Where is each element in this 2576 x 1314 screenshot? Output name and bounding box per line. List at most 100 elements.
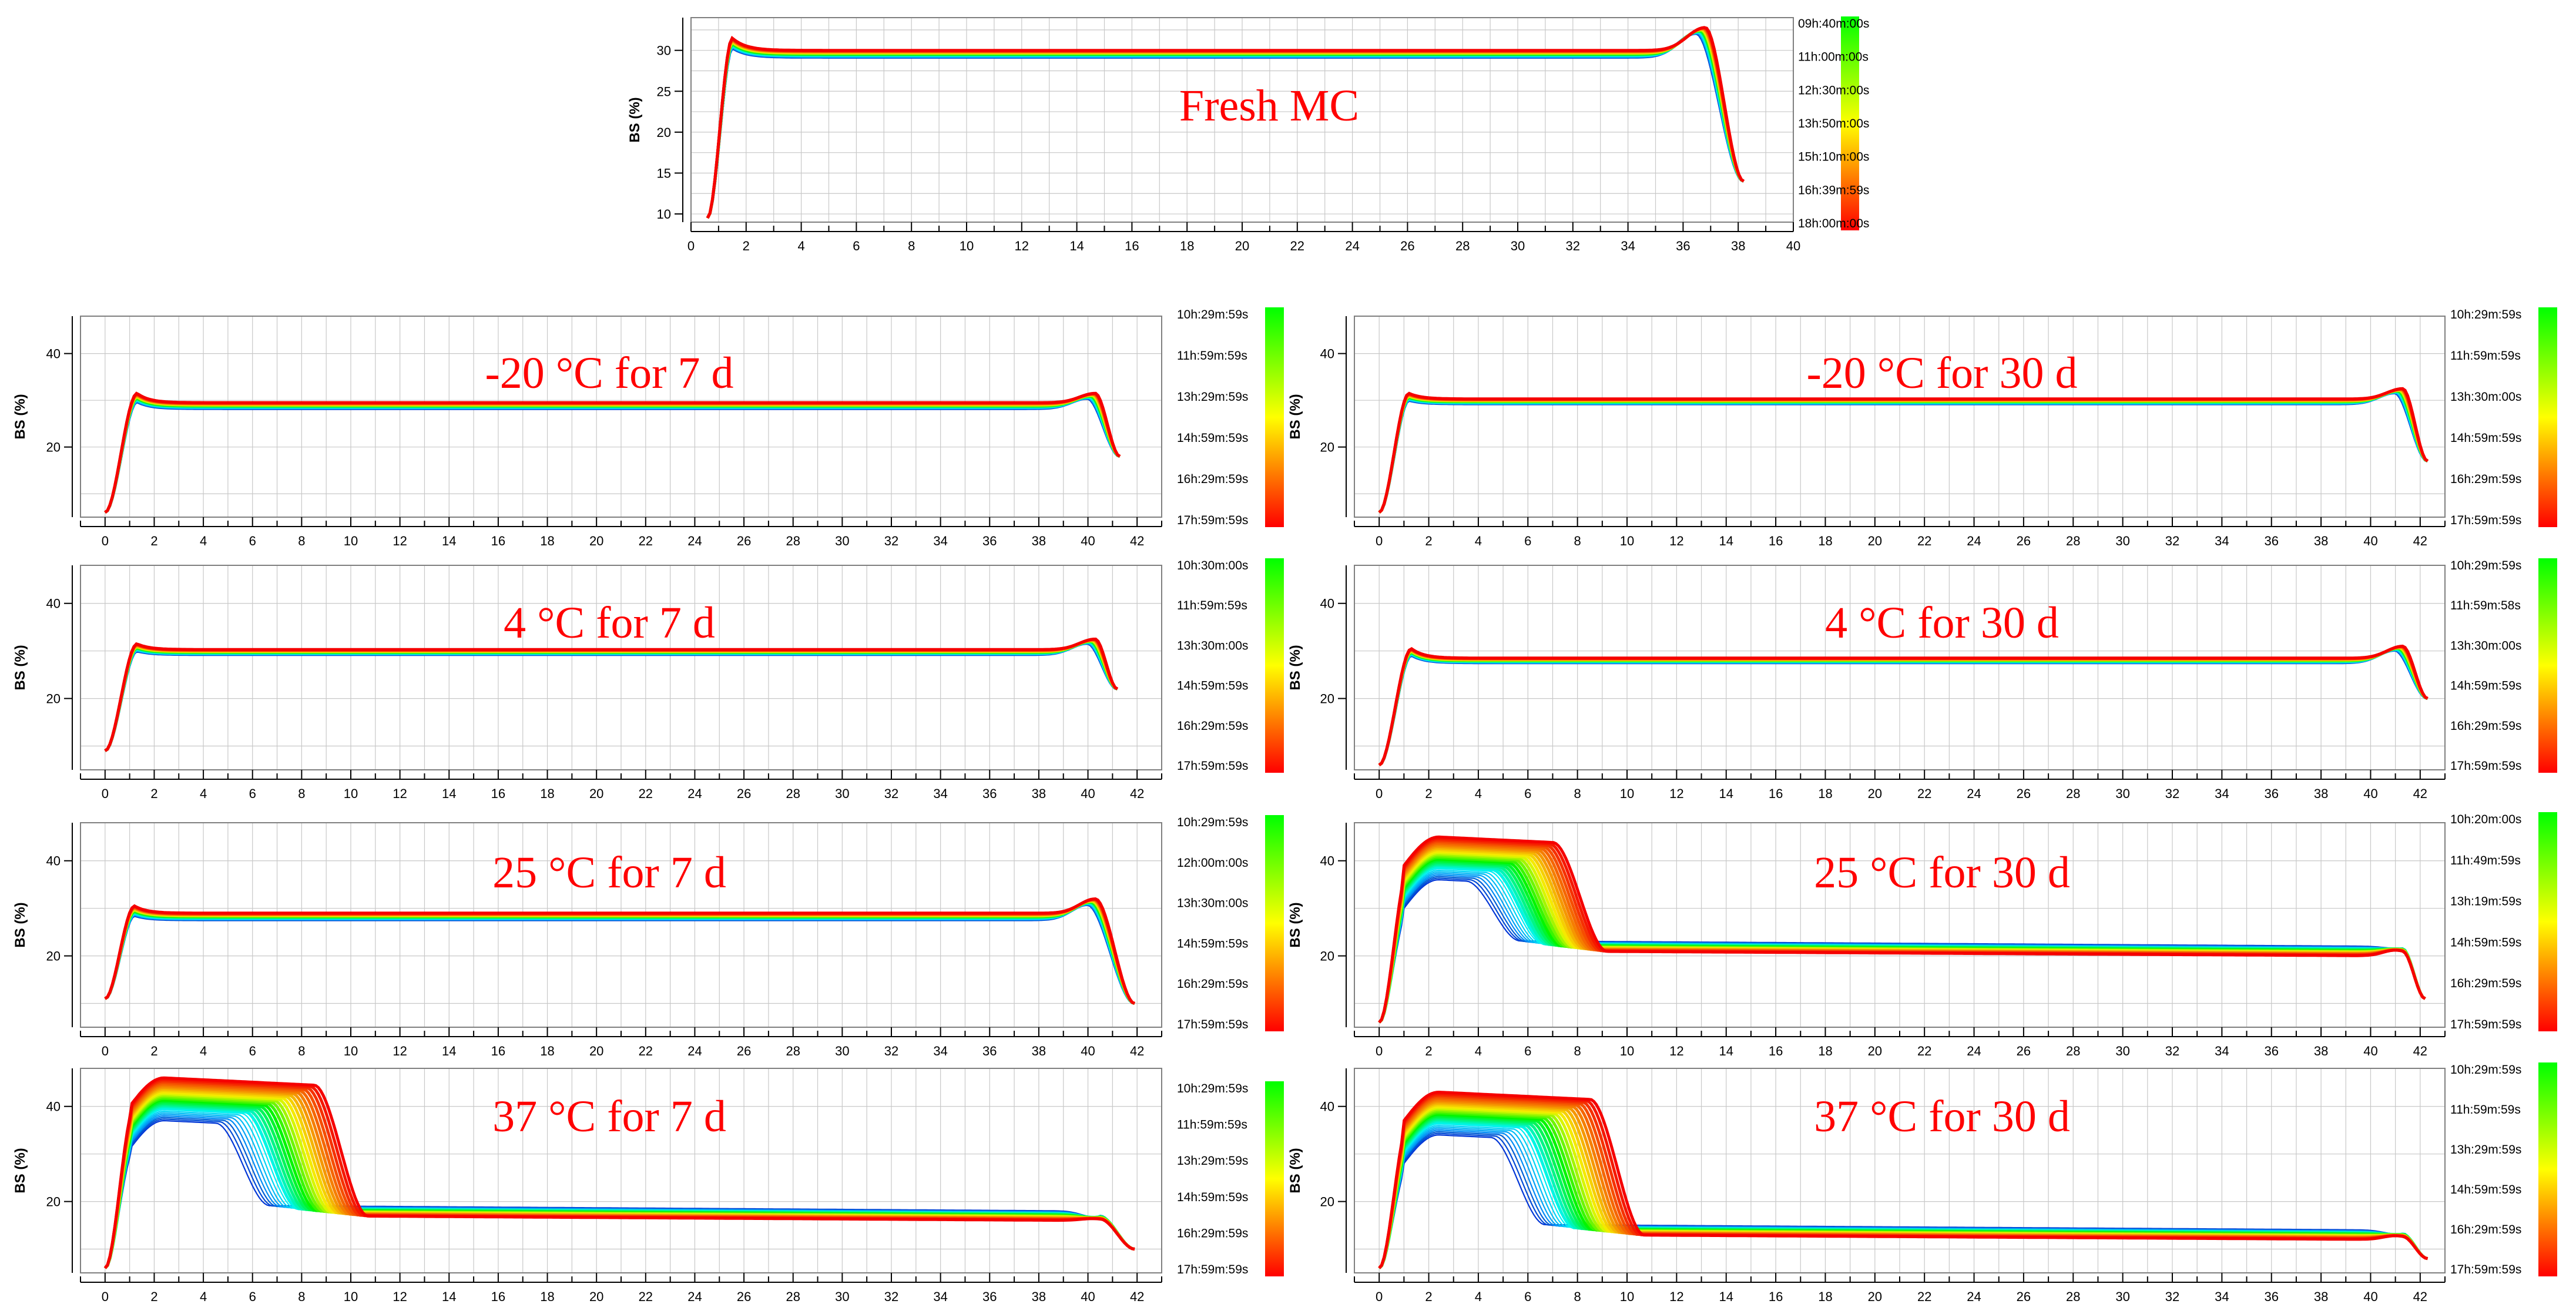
colorbar-label: 16h:29m:59s bbox=[2450, 719, 2521, 733]
x-tick-label: 20 bbox=[1868, 534, 1882, 548]
series-line bbox=[104, 395, 1121, 514]
x-tick-label: 26 bbox=[2017, 1289, 2031, 1304]
x-tick-label: 24 bbox=[1345, 239, 1359, 253]
x-tick-label: 40 bbox=[1786, 239, 1800, 253]
x-tick-label: 4 bbox=[797, 239, 804, 253]
series-line bbox=[104, 897, 1136, 1005]
x-tick-label: 10 bbox=[1620, 786, 1634, 801]
x-tick-label: 2 bbox=[1425, 1044, 1432, 1058]
x-tick-label: 14 bbox=[442, 534, 456, 548]
series-lines bbox=[1378, 1090, 2429, 1269]
series-line bbox=[1378, 648, 2429, 766]
x-tick-label: 8 bbox=[1574, 1044, 1581, 1058]
x-tick-label: 18 bbox=[1818, 1044, 1832, 1058]
x-tick-label: 12 bbox=[393, 1044, 407, 1058]
x-tick-label: 26 bbox=[1400, 239, 1414, 253]
colorbar-label: 11h:59m:59s bbox=[1177, 599, 1247, 612]
series-line bbox=[104, 395, 1121, 514]
x-tick-label: 42 bbox=[1130, 786, 1144, 801]
x-tick-label: 42 bbox=[1130, 1289, 1144, 1304]
plot-frame bbox=[1354, 316, 2446, 518]
x-tick-label: 30 bbox=[1511, 239, 1525, 253]
x-tick-label: 18 bbox=[1818, 786, 1832, 801]
series-line bbox=[1378, 645, 2429, 766]
y-axis: 20 40 BS (%) bbox=[12, 823, 73, 1027]
x-tick-label: 8 bbox=[1574, 1289, 1581, 1304]
x-tick-label: 10 bbox=[344, 786, 358, 801]
x-tick-label: 18 bbox=[1818, 1289, 1832, 1304]
series-line bbox=[1378, 1132, 2428, 1269]
colorbar-label: 10h:29m:59s bbox=[1177, 308, 1248, 321]
x-tick-label: 36 bbox=[2264, 534, 2278, 548]
colorbar-label: 17h:59m:59s bbox=[2450, 514, 2521, 527]
colorbar-gradient bbox=[2538, 1062, 2557, 1276]
y-axis: 20 40 BS (%) bbox=[12, 1068, 73, 1273]
x-tick-label: 16 bbox=[1769, 1289, 1783, 1304]
x-tick-label: 18 bbox=[540, 786, 554, 801]
colorbar-gradient bbox=[1265, 1081, 1284, 1276]
series-line bbox=[104, 393, 1121, 514]
colorbar-label: 10h:29m:59s bbox=[1177, 1082, 1248, 1095]
x-tick-label: 34 bbox=[933, 786, 947, 801]
x-tick-label: 6 bbox=[1524, 786, 1531, 801]
series-line bbox=[104, 641, 1118, 752]
plot-frame bbox=[80, 565, 1162, 770]
colorbar-label: 14h:59m:59s bbox=[2450, 431, 2521, 445]
series-line bbox=[104, 391, 1121, 514]
x-tick-label: 16 bbox=[491, 786, 505, 801]
y-tick-label: 40 bbox=[1320, 347, 1334, 361]
series-line bbox=[104, 393, 1121, 514]
x-tick-label: 10 bbox=[344, 1289, 358, 1304]
x-tick-label: 16 bbox=[1125, 239, 1139, 253]
series-line bbox=[1378, 835, 2426, 1024]
x-tick-label: 18 bbox=[540, 1289, 554, 1304]
chart-title: 25 °C for 7 d bbox=[492, 848, 726, 897]
series-line bbox=[104, 638, 1118, 752]
x-tick-label: 10 bbox=[960, 239, 974, 253]
x-tick-label: 28 bbox=[786, 1289, 800, 1304]
series-line bbox=[1378, 648, 2429, 766]
colorbar-gradient bbox=[1841, 16, 1859, 230]
series-line bbox=[104, 395, 1121, 514]
x-tick-label: 12 bbox=[393, 1289, 407, 1304]
y-tick-label: 40 bbox=[46, 596, 61, 611]
x-tick-label: 38 bbox=[2314, 786, 2328, 801]
x-tick-label: 0 bbox=[102, 534, 109, 548]
x-axis: 0 2 4 6 8 10 12 14 16 18 20 22 24 26 28 30 32 34 36 38 40 42 bbox=[1354, 517, 2446, 548]
x-tick-label: 8 bbox=[298, 1289, 305, 1304]
x-tick-label: 10 bbox=[1620, 534, 1634, 548]
x-tick-label: 20 bbox=[589, 1044, 603, 1058]
series-line bbox=[1378, 391, 2429, 514]
x-tick-label: 34 bbox=[933, 1044, 947, 1058]
x-tick-label: 20 bbox=[1868, 1044, 1882, 1058]
colorbar-label: 18h:00m:00s bbox=[1798, 217, 1869, 230]
colorbar-label: 10h:29m:59s bbox=[1177, 816, 1248, 829]
series-line bbox=[1378, 645, 2429, 766]
series-line bbox=[104, 394, 1121, 514]
x-tick-label: 20 bbox=[589, 534, 603, 548]
colorbar-label: 13h:30m:00s bbox=[2450, 390, 2521, 404]
x-tick-label: 12 bbox=[1669, 1044, 1683, 1058]
colorbar-label: 11h:59m:59s bbox=[1177, 349, 1247, 363]
series-line bbox=[104, 394, 1121, 514]
series-line bbox=[104, 898, 1136, 1005]
x-tick-label: 30 bbox=[835, 534, 849, 548]
series-line bbox=[104, 897, 1136, 1005]
x-tick-label: 0 bbox=[687, 239, 695, 253]
y-axis-label: BS (%) bbox=[1287, 902, 1303, 947]
x-tick-label: 6 bbox=[853, 239, 860, 253]
series-line bbox=[1378, 646, 2429, 766]
chart-title: 37 °C for 7 d bbox=[492, 1092, 726, 1141]
x-tick-label: 22 bbox=[1917, 1044, 1931, 1058]
series-line bbox=[104, 641, 1118, 752]
series-line bbox=[104, 397, 1121, 514]
colorbar-label: 10h:29m:59s bbox=[2450, 1063, 2521, 1077]
x-tick-label: 38 bbox=[1032, 1044, 1046, 1058]
y-tick-label: 40 bbox=[46, 347, 61, 361]
colorbar-gradient bbox=[2538, 812, 2557, 1031]
y-axis: 20 40 BS (%) bbox=[1287, 316, 1347, 517]
x-tick-label: 28 bbox=[2066, 534, 2080, 548]
x-tick-label: 12 bbox=[393, 786, 407, 801]
x-tick-label: 26 bbox=[2017, 1044, 2031, 1058]
series-line bbox=[104, 638, 1119, 752]
